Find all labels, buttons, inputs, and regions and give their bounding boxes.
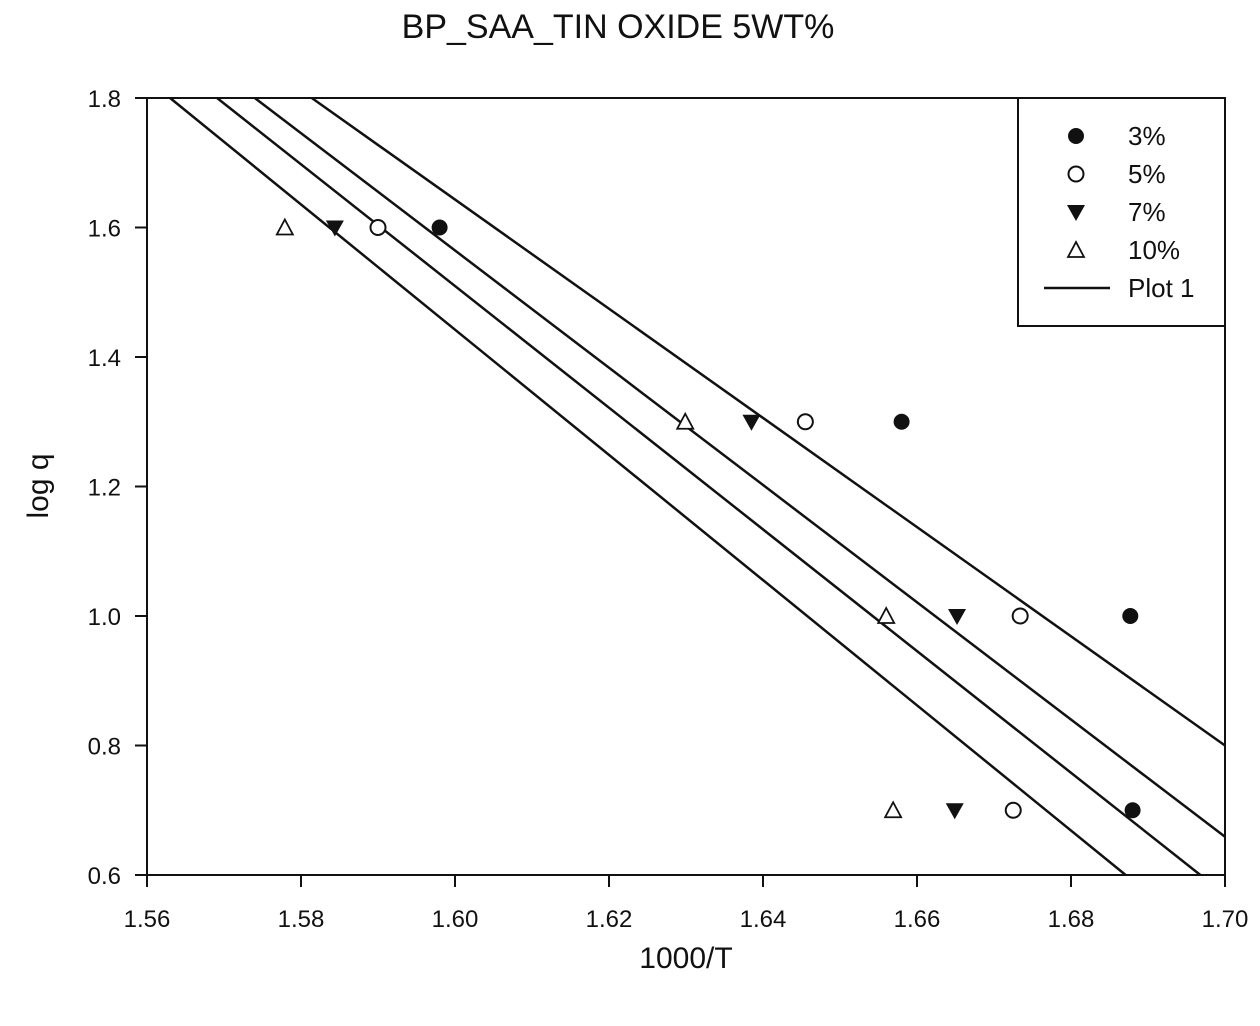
data-point-5pct [369,219,387,236]
x-axis-label: 1000/T [639,942,732,975]
legend-label: 10% [1128,235,1180,265]
y-tick-label: 1.8 [88,86,121,113]
legend-marker [1067,205,1085,221]
data-point-5pct [796,413,814,431]
data-point-10pct [675,411,695,430]
legend: 3% 5% 7% 10% Plot 1 [1017,97,1226,327]
data-point-7pct [948,609,967,625]
y-tick-label: 1.4 [88,345,121,372]
data-point-5pct [1011,607,1029,625]
x-tick-label: 1.70 [1202,906,1249,933]
x-tick-label: 1.62 [586,906,633,933]
x-tick-label: 1.68 [1048,906,1095,933]
data-point-7pct [945,803,964,820]
legend-label: 7% [1128,197,1166,227]
legend-label: 5% [1128,159,1166,189]
data-point-10pct [876,606,896,624]
x-tick-label: 1.58 [278,906,325,933]
x-tick-label: 1.56 [124,906,171,933]
x-tick-label: 1.64 [740,906,787,933]
data-point-10pct [883,800,903,819]
fit-line [254,97,1226,838]
chart-title: BP_SAA_TIN OXIDE 5WT% [402,8,835,46]
data-point-5pct [1004,801,1022,819]
y-tick-label: 1.6 [88,216,121,243]
y-tick-label: 0.8 [88,734,121,761]
data-point-3pct [1122,608,1139,624]
legend-marker [1067,165,1085,183]
data-point-3pct [893,413,910,430]
data-point-7pct [742,414,761,431]
y-axis-label: log q [22,453,55,518]
legend-marker [1066,240,1086,258]
data-point-10pct [275,217,295,236]
data-point-7pct [325,220,344,237]
legend-marker [1068,128,1084,144]
x-tick-label: 1.66 [894,906,941,933]
data-point-3pct [1124,802,1141,819]
y-tick-label: 0.6 [88,863,121,890]
legend-box [1017,97,1226,327]
x-tick-label: 1.60 [432,906,479,933]
y-tick-label: 1.2 [88,475,121,502]
legend-label: 3% [1128,121,1166,151]
plot-frame [146,97,1226,876]
y-tick-label: 1.0 [88,604,121,631]
fit-line [311,96,1226,747]
fit-line [169,97,1127,876]
data-point-3pct [431,219,448,236]
legend-label: Plot 1 [1128,273,1195,303]
